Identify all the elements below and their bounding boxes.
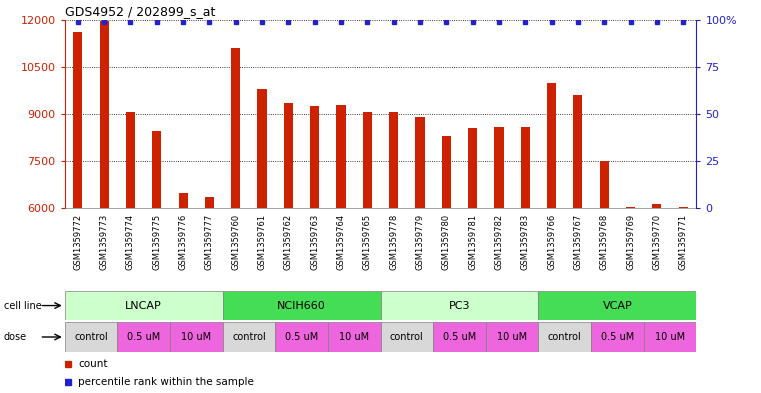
Text: 10 uM: 10 uM xyxy=(497,332,527,342)
Bar xyxy=(486,322,539,352)
Bar xyxy=(539,322,591,352)
Text: GSM1359767: GSM1359767 xyxy=(573,214,582,270)
Text: PC3: PC3 xyxy=(449,301,470,310)
Text: GSM1359774: GSM1359774 xyxy=(126,214,135,270)
Bar xyxy=(310,106,320,208)
Text: control: control xyxy=(390,332,424,342)
Bar xyxy=(170,322,223,352)
Bar xyxy=(521,127,530,208)
Bar xyxy=(626,207,635,208)
Bar xyxy=(380,291,539,320)
Text: GSM1359773: GSM1359773 xyxy=(100,214,109,270)
Text: 0.5 uM: 0.5 uM xyxy=(443,332,476,342)
Text: GSM1359763: GSM1359763 xyxy=(310,214,319,270)
Text: 0.5 uM: 0.5 uM xyxy=(127,332,161,342)
Bar xyxy=(152,131,161,208)
Text: GSM1359783: GSM1359783 xyxy=(521,214,530,270)
Bar xyxy=(547,83,556,208)
Text: GSM1359768: GSM1359768 xyxy=(600,214,609,270)
Bar xyxy=(100,21,109,208)
Text: GSM1359778: GSM1359778 xyxy=(389,214,398,270)
Text: LNCAP: LNCAP xyxy=(126,301,162,310)
Text: control: control xyxy=(548,332,581,342)
Bar xyxy=(539,291,696,320)
Bar xyxy=(117,322,170,352)
Text: 0.5 uM: 0.5 uM xyxy=(600,332,634,342)
Bar xyxy=(328,322,380,352)
Bar xyxy=(179,193,188,208)
Text: GSM1359781: GSM1359781 xyxy=(468,214,477,270)
Text: GDS4952 / 202899_s_at: GDS4952 / 202899_s_at xyxy=(65,6,215,18)
Text: control: control xyxy=(232,332,266,342)
Text: GSM1359780: GSM1359780 xyxy=(442,214,451,270)
Text: GSM1359760: GSM1359760 xyxy=(231,214,240,270)
Bar xyxy=(223,291,380,320)
Bar xyxy=(600,161,609,208)
Bar xyxy=(591,322,644,352)
Bar xyxy=(336,105,345,208)
Text: GSM1359771: GSM1359771 xyxy=(679,214,688,270)
Bar xyxy=(257,89,266,208)
Bar xyxy=(380,322,433,352)
Bar xyxy=(679,207,688,208)
Text: GSM1359782: GSM1359782 xyxy=(495,214,504,270)
Bar xyxy=(468,128,477,208)
Bar xyxy=(495,127,504,208)
Text: GSM1359770: GSM1359770 xyxy=(652,214,661,270)
Bar xyxy=(205,197,214,208)
Text: cell line: cell line xyxy=(4,301,42,310)
Bar xyxy=(126,112,135,208)
Bar xyxy=(223,322,275,352)
Text: GSM1359764: GSM1359764 xyxy=(336,214,345,270)
Bar xyxy=(231,48,240,208)
Bar xyxy=(644,322,696,352)
Text: 10 uM: 10 uM xyxy=(339,332,369,342)
Text: GSM1359765: GSM1359765 xyxy=(363,214,372,270)
Text: 0.5 uM: 0.5 uM xyxy=(285,332,318,342)
Bar xyxy=(284,103,293,208)
Text: GSM1359766: GSM1359766 xyxy=(547,214,556,270)
Bar xyxy=(433,322,486,352)
Text: dose: dose xyxy=(4,332,27,342)
Text: GSM1359775: GSM1359775 xyxy=(152,214,161,270)
Text: VCAP: VCAP xyxy=(603,301,632,310)
Bar xyxy=(363,112,372,208)
Text: GSM1359777: GSM1359777 xyxy=(205,214,214,270)
Text: GSM1359761: GSM1359761 xyxy=(257,214,266,270)
Text: GSM1359762: GSM1359762 xyxy=(284,214,293,270)
Text: percentile rank within the sample: percentile rank within the sample xyxy=(78,377,254,387)
Text: NCIH660: NCIH660 xyxy=(277,301,326,310)
Text: 10 uM: 10 uM xyxy=(181,332,212,342)
Bar xyxy=(652,204,661,208)
Bar xyxy=(389,112,398,208)
Bar xyxy=(441,136,451,208)
Bar xyxy=(416,117,425,208)
Text: GSM1359769: GSM1359769 xyxy=(626,214,635,270)
Text: GSM1359772: GSM1359772 xyxy=(73,214,82,270)
Text: 10 uM: 10 uM xyxy=(655,332,685,342)
Bar xyxy=(65,291,223,320)
Text: count: count xyxy=(78,359,107,369)
Bar xyxy=(573,95,582,208)
Text: GSM1359776: GSM1359776 xyxy=(179,214,188,270)
Bar xyxy=(73,32,82,208)
Text: control: control xyxy=(74,332,108,342)
Bar xyxy=(65,322,117,352)
Bar xyxy=(275,322,328,352)
Text: GSM1359779: GSM1359779 xyxy=(416,214,425,270)
